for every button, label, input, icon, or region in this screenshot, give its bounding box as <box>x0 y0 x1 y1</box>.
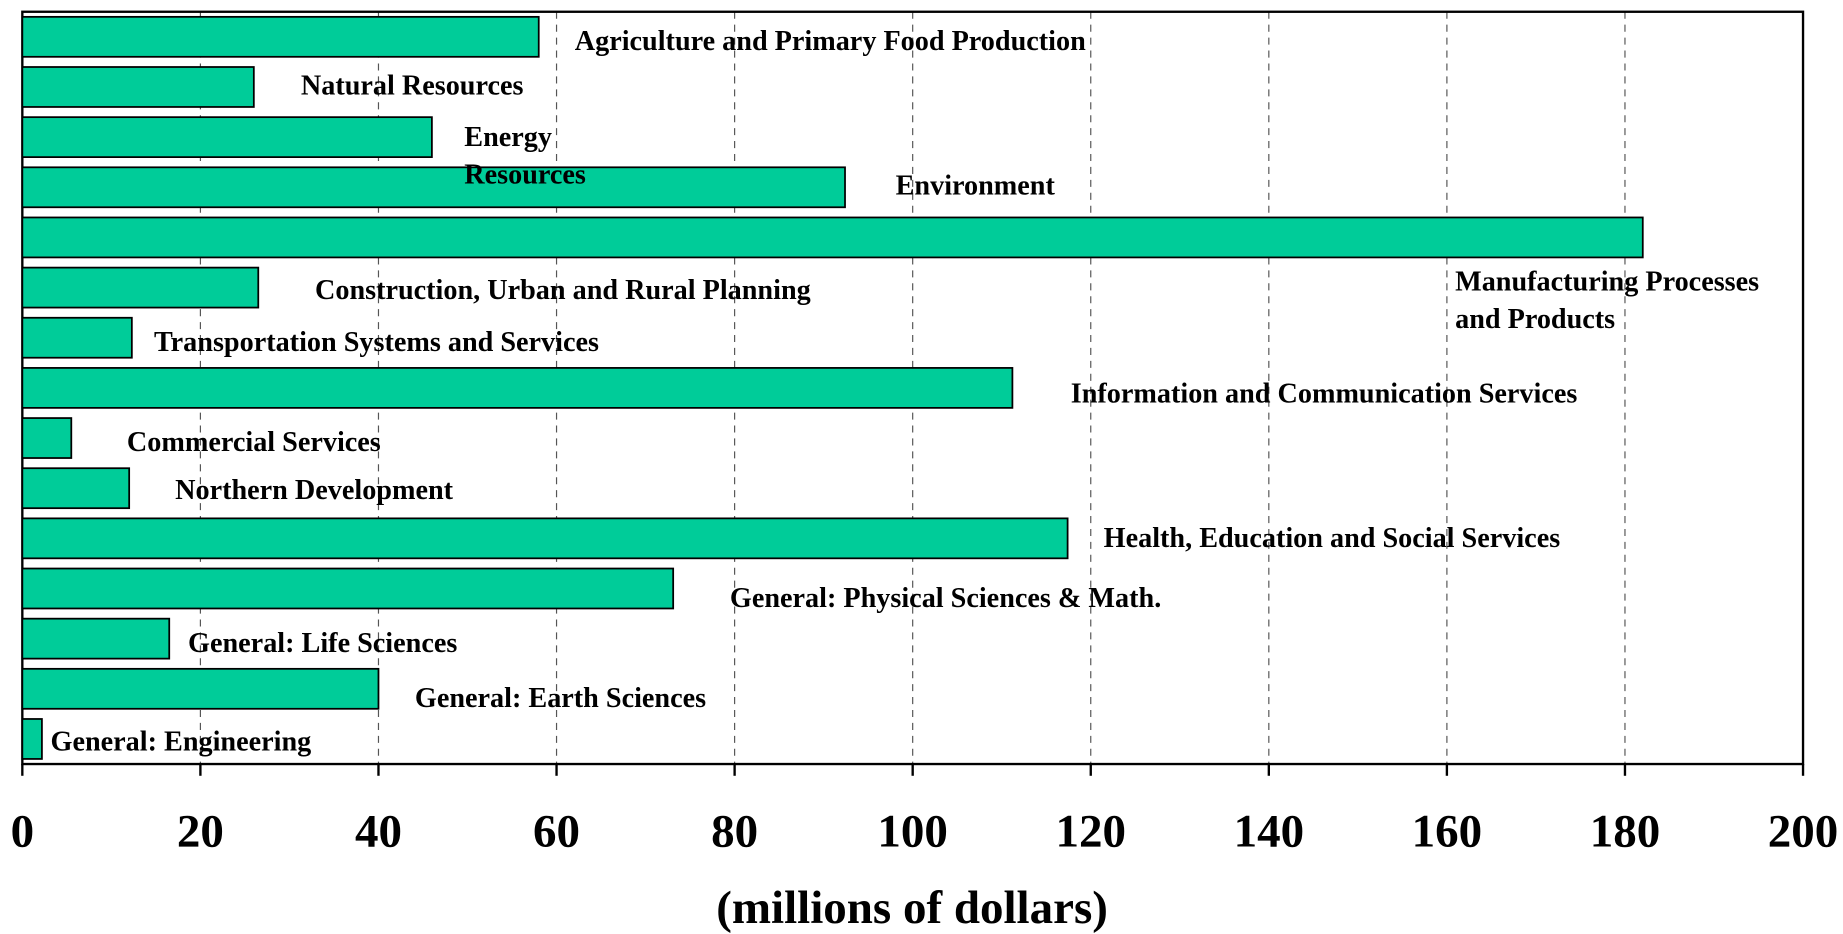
category-label: General: Engineering <box>51 727 312 758</box>
bar <box>21 266 260 309</box>
x-tick-label: 0 <box>11 806 34 858</box>
x-tick-label: 120 <box>1056 806 1126 858</box>
bar <box>21 718 43 760</box>
category-label: Information and Communication Services <box>1071 379 1578 410</box>
bar <box>21 216 1644 259</box>
x-tick-label: 100 <box>877 806 947 858</box>
x-tick-label: 180 <box>1590 806 1660 858</box>
category-label: Northern Development <box>175 475 454 506</box>
bar <box>21 116 433 158</box>
x-axis-label: (millions of dollars) <box>716 882 1108 934</box>
category-label: Environment <box>896 171 1056 202</box>
category-label: General: Life Sciences <box>188 628 457 659</box>
category-label: Manufacturing Processes and Products <box>1455 267 1759 336</box>
category-label: Construction, Urban and Rural Planning <box>315 275 811 306</box>
category-label: Energy Resources <box>464 122 586 191</box>
x-tick-label: 160 <box>1412 806 1482 858</box>
bar <box>21 567 675 610</box>
x-tick-label: 80 <box>711 806 758 858</box>
category-label: Commercial Services <box>127 427 381 458</box>
bar <box>21 667 380 710</box>
x-tick-label: 140 <box>1234 806 1304 858</box>
category-label: Transportation Systems and Services <box>154 327 599 358</box>
category-label: General: Earth Sciences <box>415 683 706 714</box>
category-label: Agriculture and Primary Food Production <box>575 26 1086 57</box>
x-tick-label: 60 <box>533 806 580 858</box>
bar <box>21 15 540 58</box>
category-label: General: Physical Sciences & Math. <box>730 583 1161 614</box>
bar <box>21 166 846 209</box>
category-label: Natural Resources <box>301 71 524 102</box>
bar <box>21 467 131 510</box>
x-tick-label: 200 <box>1768 806 1838 858</box>
bar <box>21 417 73 459</box>
category-label: Health, Education and Social Services <box>1104 523 1561 554</box>
bar <box>21 66 255 108</box>
x-tick-label: 20 <box>177 806 224 858</box>
bar <box>21 316 133 359</box>
bar <box>21 517 1069 560</box>
bar <box>21 617 171 660</box>
bar <box>21 367 1014 409</box>
x-tick-label: 40 <box>355 806 402 858</box>
